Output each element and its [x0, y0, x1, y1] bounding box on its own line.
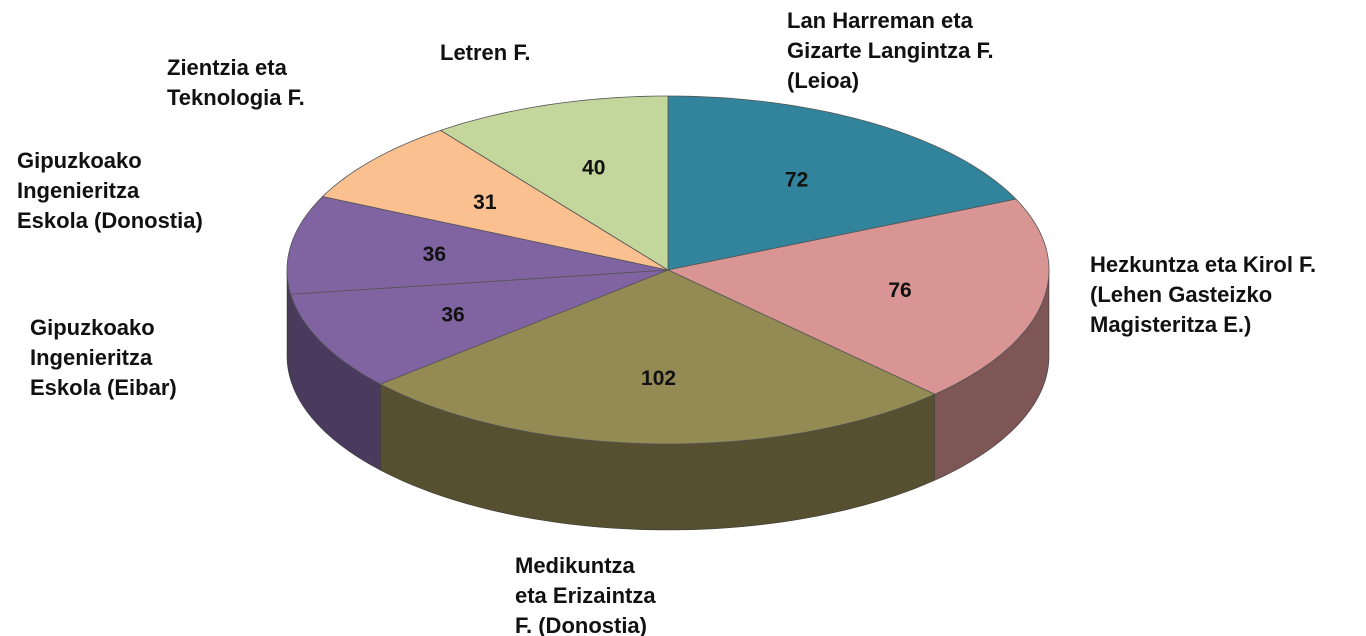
- category-label: Hezkuntza eta Kirol F.: [1090, 252, 1316, 277]
- category-label: F. (Donostia): [515, 613, 647, 636]
- value-label: 40: [582, 157, 605, 180]
- category-label: Gipuzkoako: [30, 315, 155, 340]
- value-label: 76: [888, 279, 911, 302]
- category-label: Gizarte Langintza F.: [787, 38, 994, 63]
- slice-side-shade: [380, 384, 935, 530]
- value-label: 31: [473, 191, 497, 214]
- category-label: Ingenieritza: [17, 178, 140, 203]
- category-label: Eskola (Donostia): [17, 208, 203, 233]
- value-label: 102: [641, 367, 676, 390]
- slice: [290, 269, 669, 385]
- slice-side-shade: [934, 270, 1049, 481]
- category-label: Ingenieritza: [30, 345, 153, 370]
- category-label: (Lehen Gasteizko: [1090, 282, 1272, 307]
- value-label: 72: [785, 169, 808, 192]
- value-label: 36: [441, 304, 464, 327]
- category-label: Medikuntza: [515, 553, 636, 578]
- slice: [321, 129, 669, 271]
- value-label: 36: [423, 243, 446, 266]
- slice: [666, 198, 1050, 395]
- category-label: Zientzia eta: [167, 55, 288, 80]
- slice: [667, 95, 1017, 271]
- slice: [286, 196, 669, 295]
- category-label: Eskola (Eibar): [30, 375, 177, 400]
- category-label: Magisteritza E.): [1090, 312, 1251, 337]
- slice: [439, 95, 669, 271]
- category-label: Teknologia F.: [167, 85, 305, 110]
- category-label: (Leioa): [787, 68, 859, 93]
- category-label: Gipuzkoako: [17, 148, 142, 173]
- category-label: Lan Harreman eta: [787, 8, 974, 33]
- slice-side-shade: [290, 294, 381, 471]
- slice-side-shade: [287, 270, 291, 381]
- category-label: Letren F.: [440, 40, 530, 65]
- category-label: eta Erizaintza: [515, 583, 656, 608]
- slice: [379, 269, 936, 445]
